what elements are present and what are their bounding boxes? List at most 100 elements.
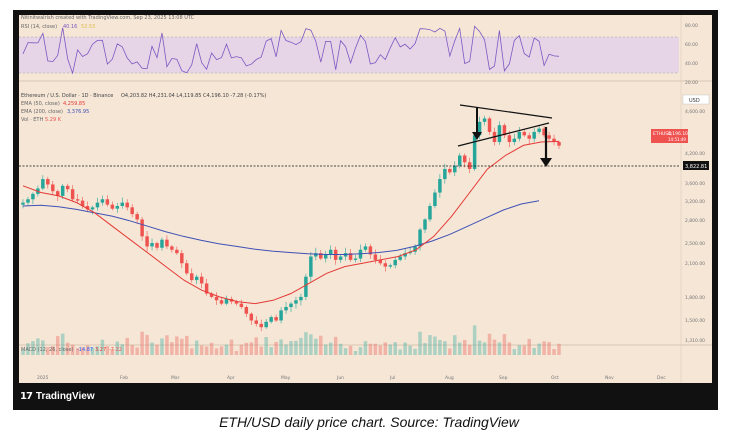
candle-body <box>194 276 199 281</box>
candle-body <box>170 246 174 250</box>
candle-body <box>532 131 536 139</box>
volume-bar <box>75 348 80 355</box>
volume-bar <box>388 344 392 355</box>
legend-ema50-label: EMA (50, close) <box>21 101 60 107</box>
candle-body <box>209 293 214 297</box>
candle-body <box>254 320 258 324</box>
legend-ohlc: O4,203.82 H4,231.04 L4,119.85 C4,196.10 … <box>121 93 267 99</box>
price-tick: 2,800.00 <box>685 218 705 224</box>
candle-body <box>517 131 522 139</box>
volume-bar <box>542 341 546 355</box>
candle-body <box>443 168 447 180</box>
candle-body <box>269 317 273 322</box>
volume-bar <box>279 339 283 355</box>
header-line: Nitinitwalrish created with TradingView.… <box>21 15 195 21</box>
candle-body <box>160 239 164 248</box>
candle-body <box>522 131 526 136</box>
candle-body <box>90 207 95 210</box>
candle-body <box>482 118 487 122</box>
candle-body <box>294 300 298 304</box>
price-tick: 4,600.00 <box>685 109 705 115</box>
candle-body <box>130 207 134 215</box>
volume-bar <box>65 342 70 355</box>
chart-panel: ETHUSD 4,196.10 14:51:49 3,822.81 USD 80… <box>19 15 712 383</box>
candle-body <box>472 135 477 169</box>
candle-body <box>264 321 268 328</box>
volume-bar <box>289 341 293 355</box>
candle-body <box>120 202 124 207</box>
candle-body <box>284 307 288 311</box>
candle-body <box>388 265 392 267</box>
volume-bar <box>467 344 472 355</box>
time-tick: Nov <box>605 375 614 381</box>
volume-bar <box>393 342 397 355</box>
volume-bar <box>150 342 154 355</box>
level-tag-text: 3,822.81 <box>685 164 707 170</box>
candle-body <box>249 313 254 321</box>
volume-bar <box>338 343 343 355</box>
price-tick: 1,500.00 <box>685 318 705 324</box>
volume-bar <box>348 345 353 355</box>
macd-value-1: -14.87 <box>77 347 94 353</box>
candle-body <box>85 206 90 210</box>
candle-body <box>324 254 328 259</box>
volume-bar <box>155 344 159 355</box>
candle-body <box>234 301 239 304</box>
triangle-lower-line <box>457 122 550 147</box>
candle-body <box>190 273 194 281</box>
time-tick: May <box>281 375 291 381</box>
legend-ema50-value: 4,259.85 <box>63 101 86 107</box>
volume-bar <box>284 344 288 355</box>
ema200-line <box>22 200 540 255</box>
volume-bar <box>423 343 427 355</box>
candle-body <box>26 199 30 203</box>
time-tick: Feb <box>120 375 128 381</box>
macd-value-3: -7.22 <box>109 347 122 353</box>
volume-bar <box>552 349 556 355</box>
candle-body <box>279 310 283 321</box>
volume-bar <box>214 348 219 355</box>
volume-bar <box>477 340 482 355</box>
volume-bar <box>448 348 452 355</box>
volume-bar <box>56 336 60 355</box>
candle-body <box>185 263 189 274</box>
volume-bar <box>269 347 273 355</box>
price-tick: 1,800.00 <box>685 295 705 301</box>
triangle-upper-line <box>459 104 553 119</box>
candle-body <box>140 219 144 237</box>
volume-bar <box>319 335 323 355</box>
volume-bar <box>95 346 100 355</box>
candle-body <box>115 206 120 209</box>
time-tick: Oct <box>551 375 559 381</box>
volume-bar <box>180 338 184 355</box>
time-tick: Apr <box>227 375 235 381</box>
volume-bar <box>60 333 65 355</box>
volume-bar <box>209 342 214 355</box>
candle-body <box>110 204 115 209</box>
candle-body <box>145 236 149 247</box>
volume-bar <box>343 348 348 355</box>
volume-bar <box>557 343 561 355</box>
price-tick: 3,200.00 <box>685 199 705 205</box>
volume-bar <box>324 344 328 355</box>
rsi-value-2: 52.53 <box>81 24 96 30</box>
volume-bar <box>175 336 179 355</box>
candle-body <box>165 239 169 247</box>
macd-value-2: 3.27 <box>95 347 107 353</box>
candle-body <box>199 276 204 284</box>
candle-body <box>51 184 55 192</box>
volume-bar <box>234 350 239 355</box>
volume-bar <box>259 346 263 355</box>
volume-bar <box>204 346 209 355</box>
volume-bar <box>70 344 75 355</box>
price-tag-box <box>651 129 688 143</box>
volume-bar <box>328 342 333 355</box>
chart-canvas: ETHUSD 4,196.10 14:51:49 3,822.81 USD 80… <box>19 15 712 383</box>
candle-body <box>467 162 472 169</box>
volume-bar <box>264 336 268 355</box>
volume-bar <box>299 337 303 355</box>
volume-bar <box>487 333 492 355</box>
candle-body <box>289 303 293 308</box>
volume-bar <box>80 347 85 355</box>
candle-body <box>328 249 333 255</box>
